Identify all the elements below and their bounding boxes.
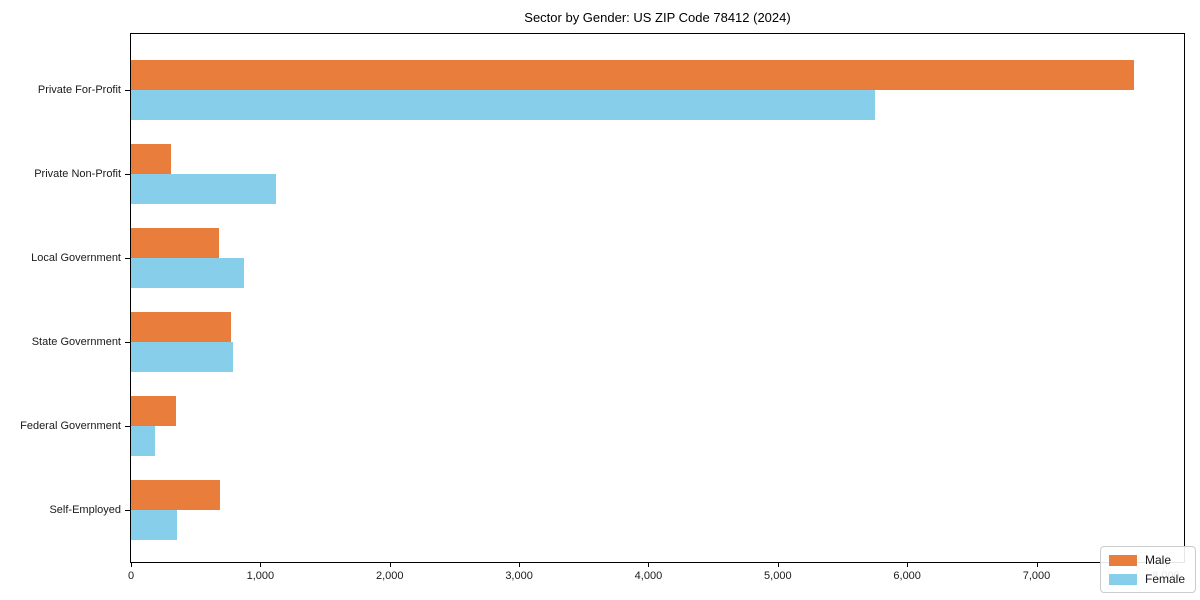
x-axis-tick — [777, 563, 779, 567]
legend-entry-male: Male — [1108, 553, 1185, 567]
x-axis-label: 3,000 — [505, 570, 533, 582]
male-bar — [131, 480, 221, 510]
x-axis-label: 1,000 — [246, 570, 275, 582]
male-bar — [131, 60, 1134, 90]
x-axis-label: 4,000 — [634, 570, 663, 582]
male-bar — [131, 228, 219, 258]
y-axis-tick — [125, 426, 130, 427]
chart-title: Sector by Gender: US ZIP Code 78412 (202… — [524, 10, 791, 25]
y-axis-tick — [125, 510, 130, 511]
y-axis-label: Private Non-Profit — [34, 168, 121, 180]
x-axis-tick — [1036, 563, 1038, 567]
y-axis-tick — [125, 174, 130, 175]
x-axis-tick — [131, 563, 132, 567]
y-axis-label: Private For-Profit — [37, 84, 121, 96]
y-axis-tick — [125, 342, 130, 343]
y-axis-tick — [125, 258, 130, 259]
y-axis-tick — [125, 90, 130, 91]
y-axis-label: State Government — [31, 336, 121, 348]
x-axis-tick — [648, 563, 650, 567]
x-axis-tick — [519, 563, 521, 567]
x-axis-label: 6,000 — [893, 570, 921, 582]
male-bar — [131, 396, 177, 426]
y-axis-label: Federal Government — [20, 420, 121, 432]
y-axis-label: Local Government — [31, 252, 121, 264]
x-axis-label: 7,000 — [1022, 570, 1051, 582]
female-bar — [131, 90, 875, 120]
male-series-label: Male — [1144, 553, 1171, 567]
male-series-swatch — [1108, 554, 1137, 566]
female-bar — [131, 510, 177, 540]
female-series-label: Female — [1144, 572, 1185, 586]
female-bar — [131, 342, 234, 372]
x-axis-tick — [260, 563, 262, 567]
legend-entry-female: Female — [1108, 572, 1185, 586]
legend: Male Female — [1099, 546, 1196, 593]
x-axis-label: 0 — [127, 570, 135, 582]
x-axis-tick — [389, 563, 391, 567]
female-bar — [131, 258, 244, 288]
x-axis-label: 5,000 — [764, 570, 792, 582]
x-axis-tick — [907, 563, 909, 567]
female-bar — [131, 426, 155, 456]
male-bar — [131, 144, 172, 174]
plot-area: Private For-Profit Private Non-Profit Loca… — [20, 33, 1185, 582]
male-bar — [131, 312, 231, 342]
x-axis-label: 2,000 — [375, 570, 404, 582]
female-bar — [131, 174, 276, 204]
y-axis-label: Self-Employed — [49, 504, 121, 516]
female-series-swatch — [1108, 573, 1137, 585]
